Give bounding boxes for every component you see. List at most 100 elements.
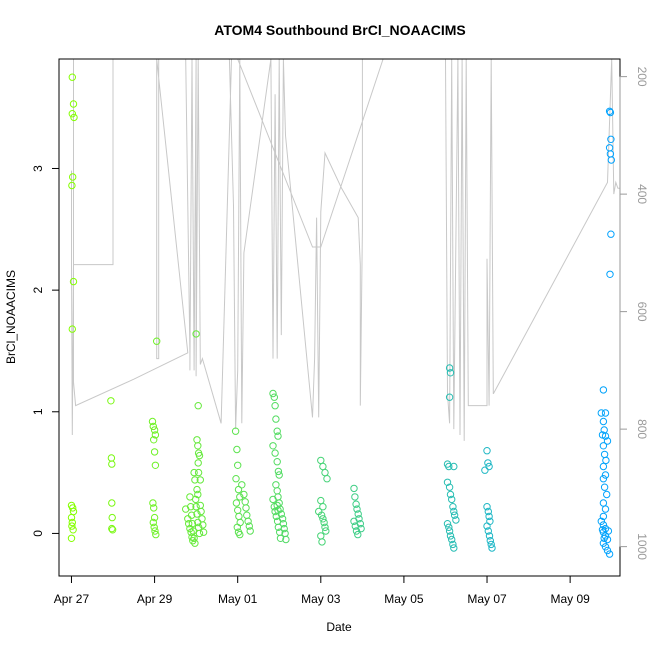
data-point xyxy=(188,520,197,528)
data-point xyxy=(354,510,362,518)
data-point xyxy=(597,409,605,417)
data-point xyxy=(245,522,254,530)
data-point xyxy=(354,530,362,539)
data-point xyxy=(319,503,327,511)
data-point xyxy=(150,436,158,444)
x-tick-label: May 09 xyxy=(550,592,590,606)
y-tick-label: 3 xyxy=(31,165,45,172)
data-point xyxy=(319,462,327,471)
data-point xyxy=(149,518,158,527)
data-point xyxy=(607,135,615,144)
data-point xyxy=(273,487,281,495)
data-point xyxy=(68,181,76,190)
data-point xyxy=(488,544,496,552)
data-point xyxy=(323,475,331,483)
data-point xyxy=(194,402,202,410)
data-point xyxy=(269,442,277,450)
data-point xyxy=(277,510,285,518)
data-point xyxy=(70,113,78,122)
data-point xyxy=(273,501,281,510)
data-point xyxy=(602,456,610,465)
data-point xyxy=(233,523,242,531)
data-point xyxy=(185,520,193,528)
data-point xyxy=(232,499,241,507)
data-point xyxy=(599,499,608,507)
data-point xyxy=(108,526,117,534)
data-point xyxy=(351,493,359,501)
y-tick-label: 2 xyxy=(31,286,45,293)
data-point xyxy=(196,476,205,484)
data-point xyxy=(236,518,244,527)
data-point xyxy=(603,546,612,555)
data-point xyxy=(350,484,358,493)
data-point xyxy=(599,512,608,521)
data-point xyxy=(486,537,494,545)
data-point xyxy=(153,337,161,345)
data-point xyxy=(190,468,198,477)
data-point xyxy=(450,507,458,516)
data-point xyxy=(190,534,198,542)
x-tick-label: May 05 xyxy=(384,592,424,606)
data-point xyxy=(452,516,460,524)
chart-title: ATOM4 Southbound BrCl_NOAACIMS xyxy=(214,22,465,38)
data-point xyxy=(448,495,456,504)
data-point xyxy=(282,535,290,544)
data-point xyxy=(108,499,116,507)
data-point xyxy=(601,543,610,551)
x-tick-label: May 01 xyxy=(218,592,258,606)
data-point xyxy=(599,539,608,547)
data-point xyxy=(242,504,250,512)
data-point xyxy=(318,538,326,546)
data-point xyxy=(68,325,77,333)
x-tick-label: May 03 xyxy=(301,592,341,606)
data-point xyxy=(199,528,208,536)
data-point xyxy=(274,432,282,440)
data-point xyxy=(321,468,329,477)
data-point xyxy=(69,100,78,108)
data-point xyxy=(241,498,249,506)
data-point xyxy=(231,427,240,435)
data-point xyxy=(600,534,608,542)
data-point xyxy=(606,270,614,278)
data-point xyxy=(234,461,242,469)
data-point xyxy=(108,513,116,522)
data-point xyxy=(601,505,610,513)
data-point xyxy=(599,442,608,450)
data-point xyxy=(193,436,201,444)
data-point xyxy=(450,511,459,519)
data-point xyxy=(603,490,611,499)
data-point xyxy=(319,515,327,523)
data-point xyxy=(193,485,201,494)
right-tick-label: 400 xyxy=(635,184,649,204)
data-point xyxy=(150,513,159,522)
data-point xyxy=(599,462,608,471)
data-point xyxy=(443,520,452,528)
data-point xyxy=(351,522,359,530)
data-point xyxy=(450,462,458,471)
data-point xyxy=(191,476,199,484)
data-point xyxy=(445,523,453,531)
data-point xyxy=(279,520,288,528)
x-axis: Apr 27 Apr 29 May 01 May 03 May 05 May 07 May … xyxy=(54,575,590,606)
data-point xyxy=(445,393,454,401)
data-point xyxy=(278,515,287,523)
data-point xyxy=(69,526,77,534)
data-points xyxy=(67,73,615,558)
data-point xyxy=(244,517,252,525)
data-point xyxy=(448,535,456,544)
altitude-trace xyxy=(71,58,620,441)
data-point xyxy=(236,530,244,539)
data-point xyxy=(481,466,489,474)
data-point xyxy=(272,481,280,489)
data-point xyxy=(189,527,197,535)
data-point xyxy=(194,442,202,450)
data-point xyxy=(69,173,77,181)
data-point xyxy=(152,530,160,539)
data-point xyxy=(187,511,196,519)
data-point xyxy=(273,427,281,435)
data-point xyxy=(445,462,453,471)
right-axis: 200 400 600 800 1000 xyxy=(619,67,649,560)
data-point xyxy=(67,513,76,522)
data-point xyxy=(270,393,278,401)
